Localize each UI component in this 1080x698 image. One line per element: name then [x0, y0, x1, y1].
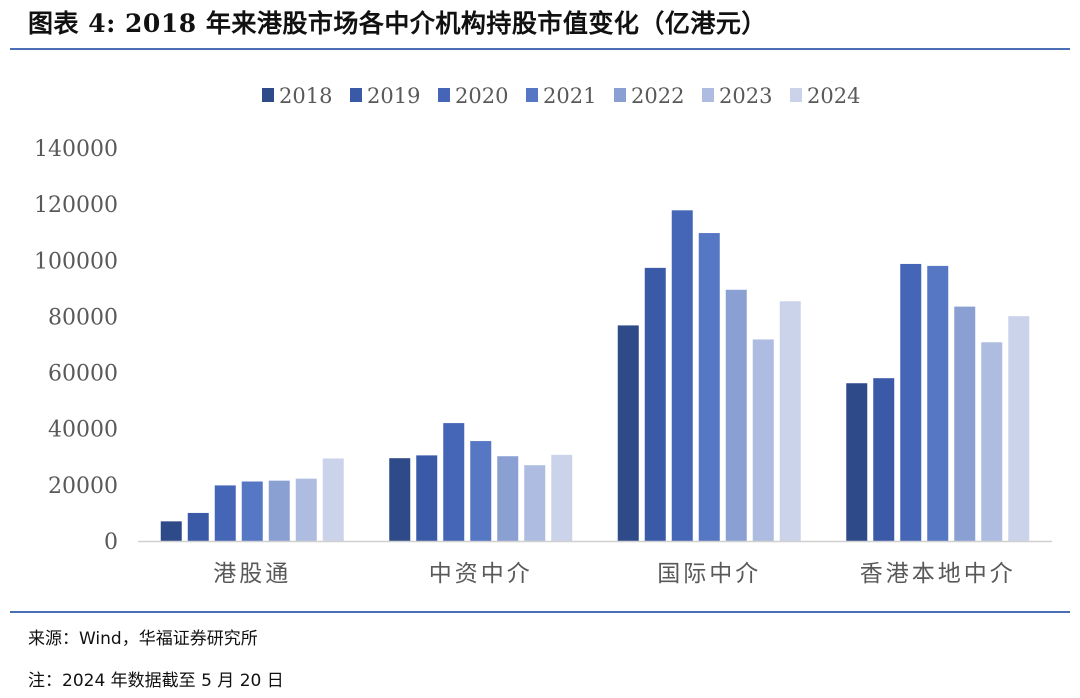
legend-label: 2020 [455, 84, 508, 108]
bar-series-group [160, 210, 1030, 541]
bar-2023-3 [752, 339, 774, 541]
bar-2018-2 [389, 458, 411, 541]
y-tick-label: 0 [104, 530, 118, 555]
legend-label: 2021 [543, 84, 596, 108]
bar-2023-2 [524, 465, 546, 541]
chart-legend: 2018 2019 2020 2021 2022 2023 2024 [262, 84, 860, 108]
legend-swatch [790, 88, 802, 102]
legend-label: 2022 [631, 84, 684, 108]
legend-swatch [262, 88, 274, 102]
bar-2019-4 [873, 378, 895, 541]
y-tick-label: 120000 [34, 193, 118, 218]
legend-swatch [350, 88, 362, 102]
bar-2019-1 [187, 512, 209, 541]
x-category-label: 中资中介 [429, 561, 533, 587]
bar-2020-4 [900, 263, 922, 541]
legend-label: 2018 [279, 84, 332, 108]
bar-2020-1 [214, 485, 236, 541]
legend-label: 2024 [807, 84, 860, 108]
x-category-label: 香港本地中介 [860, 561, 1016, 587]
bar-2022-3 [725, 289, 747, 541]
bar-2024-3 [779, 301, 801, 541]
legend-swatch [614, 88, 626, 102]
y-tick-label: 140000 [34, 137, 118, 162]
source-divider [10, 611, 1070, 613]
bar-2020-3 [671, 210, 693, 541]
title-divider [10, 48, 1070, 50]
legend-swatch [526, 88, 538, 102]
bar-2022-2 [497, 456, 519, 541]
bar-2020-2 [443, 423, 465, 541]
legend-label: 2023 [719, 84, 772, 108]
bar-2021-3 [698, 233, 720, 541]
bar-2024-4 [1008, 316, 1030, 541]
bar-2023-1 [295, 478, 317, 541]
x-category-label: 国际中介 [657, 561, 761, 587]
figure-title: 图表 4: 2018 年来港股市场各中介机构持股市值变化（亿港元） [28, 9, 767, 38]
bar-2018-4 [846, 383, 868, 541]
legend-label: 2019 [367, 84, 420, 108]
y-tick-label: 40000 [48, 418, 118, 443]
legend-swatch [702, 88, 714, 102]
bar-2021-4 [927, 265, 949, 541]
legend-swatch [438, 88, 450, 102]
x-axis: 港股通 中资中介 国际中介 香港本地中介 [138, 540, 1052, 587]
data-note: 注：2024 年数据截至 5 月 20 日 [28, 671, 284, 691]
bar-2018-3 [617, 325, 639, 541]
source-note: 来源：Wind，华福证券研究所 [28, 629, 258, 649]
bar-chart: 2018 2019 2020 2021 2022 2023 2024 0 20000 40000… [34, 84, 1052, 587]
bar-2018-1 [160, 521, 182, 541]
bar-2021-2 [470, 441, 492, 541]
bar-2022-4 [954, 306, 976, 541]
y-tick-label: 60000 [48, 362, 118, 387]
x-category-label: 港股通 [213, 561, 291, 587]
bar-2019-3 [644, 267, 666, 541]
y-tick-label: 80000 [48, 305, 118, 330]
y-tick-label: 20000 [48, 474, 118, 499]
y-tick-label: 100000 [34, 249, 118, 274]
bar-2024-1 [322, 458, 344, 541]
bar-2021-1 [241, 481, 263, 541]
bar-2022-1 [268, 480, 290, 541]
bar-2019-2 [416, 455, 438, 541]
bar-2023-4 [981, 342, 1003, 541]
y-axis: 0 20000 40000 60000 80000 100000 120000 140000 [34, 137, 118, 555]
bar-2024-2 [551, 454, 573, 541]
